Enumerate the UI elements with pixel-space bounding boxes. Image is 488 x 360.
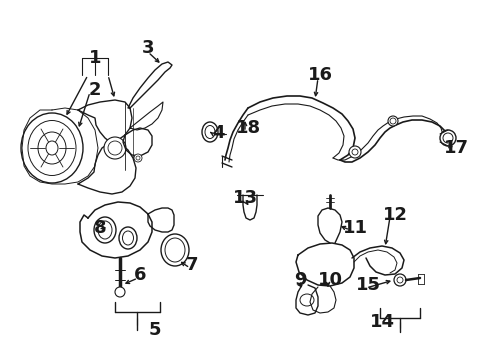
Ellipse shape xyxy=(21,113,83,183)
Circle shape xyxy=(348,146,360,158)
Text: 7: 7 xyxy=(185,256,198,274)
Circle shape xyxy=(136,156,140,160)
Ellipse shape xyxy=(119,227,137,249)
Circle shape xyxy=(439,130,455,146)
Ellipse shape xyxy=(94,217,116,243)
Ellipse shape xyxy=(108,141,122,155)
Text: 5: 5 xyxy=(148,321,161,339)
Text: 18: 18 xyxy=(235,119,260,137)
Text: 3: 3 xyxy=(142,39,154,57)
Ellipse shape xyxy=(204,126,215,139)
Circle shape xyxy=(396,277,402,283)
Ellipse shape xyxy=(104,137,126,159)
Text: 15: 15 xyxy=(355,276,380,294)
Circle shape xyxy=(442,133,452,143)
Ellipse shape xyxy=(299,294,313,306)
Text: 9: 9 xyxy=(293,271,305,289)
Text: 16: 16 xyxy=(307,66,332,84)
Ellipse shape xyxy=(28,121,76,176)
Circle shape xyxy=(389,118,395,124)
Circle shape xyxy=(134,154,142,162)
Text: 6: 6 xyxy=(134,266,146,284)
Ellipse shape xyxy=(202,122,218,142)
Text: 1: 1 xyxy=(88,49,101,67)
Text: 14: 14 xyxy=(369,313,394,331)
Text: 10: 10 xyxy=(317,271,342,289)
Ellipse shape xyxy=(98,221,112,239)
Ellipse shape xyxy=(38,132,66,164)
Ellipse shape xyxy=(164,238,184,262)
Ellipse shape xyxy=(122,231,133,245)
Text: 17: 17 xyxy=(443,139,468,157)
Ellipse shape xyxy=(46,141,58,155)
Text: 8: 8 xyxy=(94,219,106,237)
Text: 4: 4 xyxy=(211,124,224,142)
Circle shape xyxy=(387,116,397,126)
Circle shape xyxy=(115,287,125,297)
Text: 13: 13 xyxy=(232,189,257,207)
Text: 11: 11 xyxy=(342,219,367,237)
Circle shape xyxy=(393,274,405,286)
Text: 2: 2 xyxy=(88,81,101,99)
Text: 12: 12 xyxy=(382,206,407,224)
Circle shape xyxy=(351,149,357,155)
Ellipse shape xyxy=(161,234,189,266)
